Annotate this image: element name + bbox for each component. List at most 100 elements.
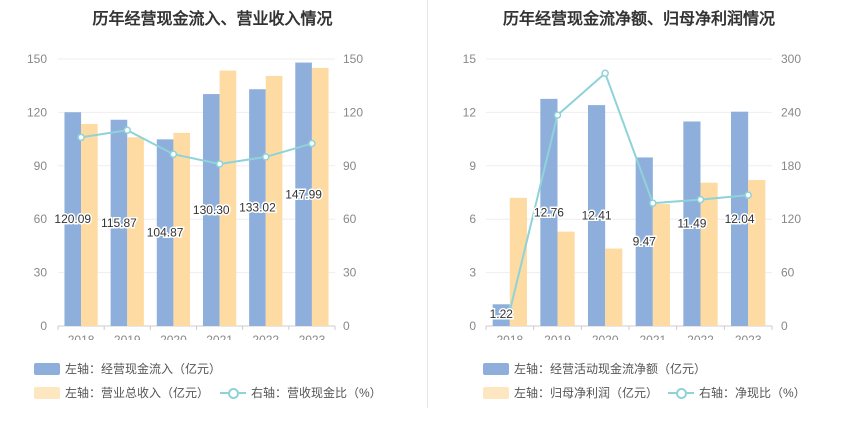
x-axis-tick-label: 2020: [160, 333, 187, 340]
data-label: 12.41: [582, 209, 612, 223]
bar-secondary: [557, 231, 575, 326]
bar-primary: [492, 304, 510, 326]
left-axis-tick-label: 30: [34, 266, 48, 280]
x-axis-tick-label: 2018: [68, 333, 95, 340]
legend-label: 左轴：归母净利润（亿元）: [514, 386, 659, 400]
data-label: 120.09: [54, 212, 91, 226]
right-axis-tick-label: 120: [781, 212, 801, 226]
bar-primary: [588, 105, 606, 327]
bar-secondary: [265, 75, 283, 326]
bar-secondary: [173, 132, 191, 326]
left-axis-tick-label: 15: [463, 52, 477, 66]
line-point: [123, 126, 131, 134]
data-label: 11.49: [677, 217, 706, 231]
bar-secondary: [81, 123, 98, 326]
right-axis-tick-label: 0: [343, 319, 350, 333]
bar-secondary: [605, 248, 623, 326]
x-axis-tick-label: 2018: [496, 333, 523, 340]
chart-title-right: 历年经营现金流净额、归母净利润情况: [502, 11, 775, 28]
bar-primary: [683, 121, 701, 326]
data-label: 130.30: [193, 203, 230, 217]
left-axis-tick-label: 0: [469, 319, 476, 333]
bar-secondary: [311, 67, 329, 327]
legend-item-cash-inflow[interactable]: 左轴：经营现金流入（亿元）: [34, 360, 221, 377]
right-axis-tick-label: 0: [781, 319, 788, 333]
data-label: 12.76: [534, 205, 564, 219]
legend-label: 左轴：经营活动现金流净额（亿元）: [514, 362, 707, 376]
data-label: 147.99: [285, 187, 322, 201]
line-point: [649, 199, 657, 207]
data-label: 133.02: [239, 201, 276, 215]
x-axis-tick-label: 2023: [735, 333, 762, 340]
legend-item-net-cash-ratio[interactable]: 右轴：净现比（%）: [668, 384, 806, 401]
line-point: [744, 191, 752, 199]
left-axis-tick-label: 12: [463, 105, 477, 119]
x-axis-tick-label: 2022: [252, 333, 279, 340]
x-axis-tick-label: 2020: [592, 333, 619, 340]
x-axis-tick-label: 2023: [299, 333, 326, 340]
chart-title-left: 历年经营现金流入、营业收入情况: [92, 11, 333, 28]
line-point: [215, 160, 224, 168]
left-axis-tick-label: 9: [469, 159, 476, 173]
left-axis-tick-label: 120: [27, 105, 47, 119]
left-axis-tick-label: 60: [34, 212, 48, 226]
left-axis-tick-label: 150: [27, 52, 47, 66]
legend-line-swatch: [220, 387, 246, 399]
series-line: [80, 129, 313, 166]
x-axis-tick-label: 2019: [544, 333, 571, 340]
bar-secondary: [652, 204, 670, 326]
right-axis-tick-label: 60: [781, 266, 795, 280]
bar-primary: [202, 94, 220, 326]
line-point: [308, 139, 316, 148]
legend-item-net-cash[interactable]: 左轴：经营活动现金流净额（亿元）: [483, 360, 706, 377]
bar-primary: [731, 111, 749, 326]
legend-swatch: [483, 362, 509, 375]
legend-label: 右轴：净现比（%）: [699, 386, 806, 400]
bar-primary: [295, 62, 312, 327]
legend-swatch: [34, 362, 60, 375]
legend-label: 右轴：营收现金比（%）: [251, 386, 382, 400]
bar-primary: [64, 112, 82, 326]
series-line: [508, 71, 749, 312]
line-point: [696, 195, 705, 204]
line-point: [601, 69, 609, 77]
line-point: [169, 150, 178, 158]
legend-item-net-profit[interactable]: 左轴：归母净利润（亿元）: [483, 384, 658, 401]
left-axis-tick-label: 3: [469, 266, 476, 280]
legend-item-revenue[interactable]: 左轴：营业总收入（亿元）: [34, 384, 209, 401]
data-label: 1.22: [490, 307, 514, 321]
legend-swatch: [483, 386, 509, 399]
left-axis-tick-label: 6: [469, 212, 476, 226]
legend-item-ratio[interactable]: 右轴：营收现金比（%）: [220, 384, 382, 401]
right-axis-tick-label: 150: [343, 52, 363, 66]
data-label: 115.87: [101, 216, 137, 230]
bar-primary: [249, 89, 266, 327]
line-point: [77, 133, 85, 142]
data-label: 9.47: [633, 235, 657, 249]
line-point: [553, 111, 562, 119]
x-axis-tick-label: 2019: [114, 333, 141, 340]
line-point: [506, 307, 514, 315]
left-axis-tick-label: 0: [40, 319, 47, 333]
bar-secondary: [127, 137, 144, 326]
x-axis-tick-label: 2021: [639, 333, 666, 340]
legend-label: 左轴：经营现金流入（亿元）: [65, 362, 222, 376]
right-axis-tick-label: 180: [781, 159, 801, 173]
data-label: 12.04: [725, 212, 755, 226]
bar-secondary: [748, 180, 766, 326]
right-axis-tick-label: 120: [343, 105, 363, 119]
chart-left: 0 0 30 30 60 60 90 90 120 120 150 150 2018 2019 2020 20…: [27, 52, 363, 340]
bar-primary: [540, 98, 558, 326]
legend-line-swatch: [668, 387, 694, 399]
bar-secondary: [700, 182, 718, 326]
panel-divider: [427, 0, 428, 408]
line-point: [262, 153, 270, 161]
right-axis-tick-label: 90: [343, 159, 357, 173]
right-axis-tick-label: 60: [343, 212, 357, 226]
x-axis-tick-label: 2022: [687, 333, 714, 340]
data-label: 104.87: [147, 226, 184, 240]
bar-primary: [635, 157, 653, 326]
right-axis-tick-label: 300: [781, 52, 801, 66]
left-axis-tick-label: 90: [34, 159, 48, 173]
